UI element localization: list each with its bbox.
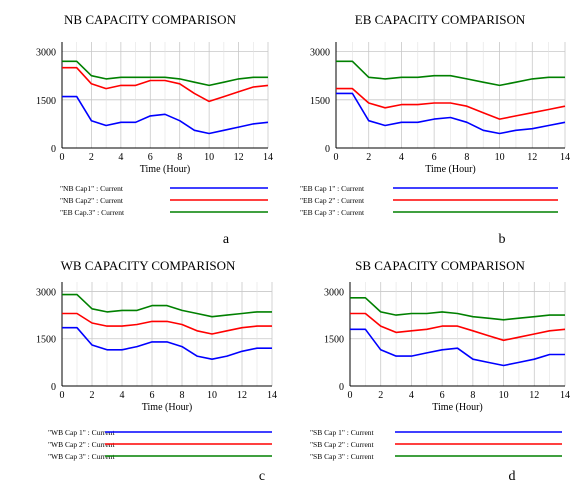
y-tick-label: 3000 xyxy=(36,287,56,298)
chart-title: EB CAPACITY COMPARISON xyxy=(355,12,526,27)
chart-title: SB CAPACITY COMPARISON xyxy=(355,258,525,273)
legend-label: "SB Cap 3" : Current xyxy=(310,452,375,461)
x-tick-label: 6 xyxy=(440,390,445,401)
y-tick-label: 0 xyxy=(339,382,344,393)
panel-letter: b xyxy=(499,232,506,247)
x-tick-label: 8 xyxy=(177,152,182,163)
legend-label: "EB Cap.3" : Current xyxy=(60,208,125,217)
chart-title: WB CAPACITY COMPARISON xyxy=(61,258,236,273)
x-tick-label: 2 xyxy=(378,390,383,401)
series-line-3 xyxy=(350,296,565,321)
x-tick-label: 4 xyxy=(409,390,414,401)
y-tick-label: 1500 xyxy=(324,335,344,346)
legend-label: "EB Cap 2" : Current xyxy=(300,196,365,205)
series-line-2 xyxy=(336,87,566,120)
x-tick-label: 4 xyxy=(120,390,125,401)
legend-label: "WB Cap 1" : Current xyxy=(48,428,115,437)
x-tick-label: 6 xyxy=(150,390,155,401)
legend-label: "NB Cap1" : Current xyxy=(60,184,124,193)
x-tick-label: 12 xyxy=(529,390,539,401)
x-axis-label: Time (Hour) xyxy=(432,402,482,413)
x-tick-label: 6 xyxy=(148,152,153,163)
series-line-2 xyxy=(62,312,272,335)
x-tick-label: 4 xyxy=(118,152,123,163)
legend-label: "WB Cap 2" : Current xyxy=(48,440,115,449)
panel-letter: a xyxy=(223,232,230,247)
y-tick-label: 0 xyxy=(51,382,56,393)
chart-panel-c: WB CAPACITY COMPARISON 0 2 4 6 8 10 12 14 0 1500 30… xyxy=(36,258,277,484)
chart-title: NB CAPACITY COMPARISON xyxy=(64,12,237,27)
legend-label: "WB Cap 3" : Current xyxy=(48,452,115,461)
x-tick-label: 10 xyxy=(495,152,505,163)
x-tick-label: 8 xyxy=(464,152,469,163)
x-tick-label: 10 xyxy=(204,152,214,163)
y-tick-label: 3000 xyxy=(310,48,330,59)
series-line-1 xyxy=(336,92,566,135)
x-tick-label: 2 xyxy=(89,152,94,163)
x-tick-label: 10 xyxy=(207,390,217,401)
y-tick-label: 1500 xyxy=(36,96,56,107)
x-tick-label: 12 xyxy=(237,390,247,401)
legend-label: "SB Cap 2" : Current xyxy=(310,440,375,449)
x-tick-label: 0 xyxy=(60,390,65,401)
y-tick-label: 3000 xyxy=(324,287,344,298)
x-tick-label: 0 xyxy=(334,152,339,163)
legend-label: "NB Cap2" : Current xyxy=(60,196,124,205)
chart-panel-d: SB CAPACITY COMPARISON 0 2 4 6 8 10 12 14 0 1500 30… xyxy=(310,258,570,484)
x-axis-label: Time (Hour) xyxy=(425,164,475,175)
x-tick-label: 4 xyxy=(399,152,404,163)
series-line-1 xyxy=(350,328,565,367)
x-tick-label: 2 xyxy=(366,152,371,163)
series-line-2 xyxy=(62,66,269,103)
legend-label: "EB Cap 3" : Current xyxy=(300,208,365,217)
x-tick-label: 2 xyxy=(90,390,95,401)
x-tick-label: 6 xyxy=(432,152,437,163)
x-tick-label: 14 xyxy=(560,152,570,163)
panel-letter: c xyxy=(259,469,265,484)
x-tick-label: 8 xyxy=(180,390,185,401)
x-tick-label: 0 xyxy=(348,390,353,401)
panel-letter: d xyxy=(509,469,516,484)
y-tick-label: 0 xyxy=(325,144,330,155)
y-tick-label: 0 xyxy=(51,144,56,155)
x-tick-label: 14 xyxy=(263,152,273,163)
chart-panel-a: NB CAPACITY COMPARISON 0 2 4 6 8 10 12 14 0 1500 30… xyxy=(36,12,273,247)
y-tick-label: 1500 xyxy=(36,335,56,346)
series-line-1 xyxy=(62,95,269,135)
series-line-3 xyxy=(336,60,565,87)
x-tick-label: 14 xyxy=(267,390,277,401)
x-tick-label: 12 xyxy=(527,152,537,163)
y-tick-label: 1500 xyxy=(310,96,330,107)
y-tick-label: 3000 xyxy=(36,48,56,59)
legend-label: "SB Cap 1" : Current xyxy=(310,428,375,437)
x-tick-label: 10 xyxy=(499,390,509,401)
x-axis-label: Time (Hour) xyxy=(142,402,192,413)
x-tick-label: 12 xyxy=(234,152,244,163)
chart-panel-b: EB CAPACITY COMPARISON 0 2 4 6 8 10 12 14 0 1500 30… xyxy=(300,12,570,247)
series-line-3 xyxy=(62,60,268,87)
series-line-3 xyxy=(62,293,272,318)
legend-label: "EB Cap 1" : Current xyxy=(300,184,365,193)
x-tick-label: 8 xyxy=(470,390,475,401)
x-tick-label: 0 xyxy=(60,152,65,163)
x-tick-label: 14 xyxy=(560,390,570,401)
series-line-1 xyxy=(62,326,272,361)
series-line-2 xyxy=(350,312,566,342)
x-axis-label: Time (Hour) xyxy=(140,164,190,175)
